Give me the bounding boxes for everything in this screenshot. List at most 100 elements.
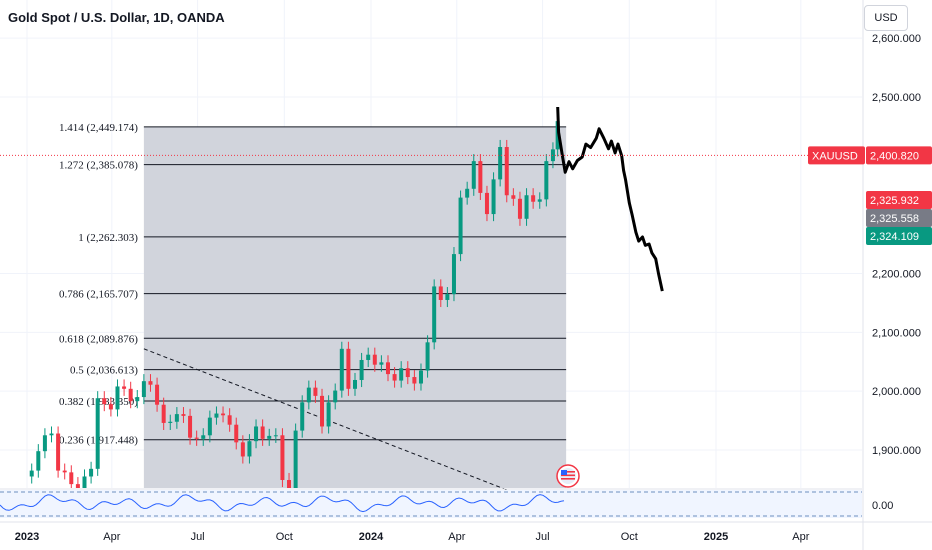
candle [207, 410, 212, 443]
candle [115, 379, 120, 417]
candle [102, 391, 107, 412]
fib-level-label: 1.272 (2,385.078) [59, 160, 138, 172]
candle [412, 369, 417, 391]
time-tick-label: Jul [536, 531, 550, 543]
svg-text:XAUUSD: XAUUSD [812, 150, 858, 162]
candle [260, 419, 265, 446]
candle [445, 287, 450, 308]
time-tick-label: Apr [448, 531, 465, 543]
candle [405, 361, 410, 385]
svg-text:2,325.558: 2,325.558 [870, 213, 919, 225]
candle [300, 395, 305, 438]
rsi-background [0, 490, 862, 518]
price-tick-label: 2,200.000 [872, 269, 921, 281]
candle [135, 389, 140, 409]
candle [498, 139, 503, 187]
rsi-panel: 0.00 [0, 488, 893, 518]
candle [379, 355, 384, 372]
price-badge: 2,325.558 [866, 209, 932, 227]
candle [531, 188, 536, 209]
candle [458, 190, 463, 262]
candle [108, 397, 113, 417]
candle [537, 192, 542, 209]
us-flag-event-icon[interactable] [556, 464, 580, 488]
price-tick-label: 2,600.000 [872, 33, 921, 45]
candle [267, 428, 272, 446]
currency-button[interactable]: USD [864, 5, 908, 31]
candle [69, 465, 74, 488]
candle [465, 181, 470, 205]
candle [56, 426, 61, 478]
candle [254, 419, 259, 449]
candle [484, 185, 489, 222]
candle [491, 172, 496, 222]
time-tick-label: Apr [792, 531, 809, 543]
fib-level-label: 1.414 (2,449.174) [59, 122, 138, 134]
candle [273, 428, 278, 443]
projection-line[interactable] [556, 106, 664, 292]
price-tick-label: 1,900.000 [872, 445, 921, 457]
candle [42, 428, 47, 459]
candle [524, 188, 529, 226]
time-tick-label: 2023 [15, 531, 39, 543]
candle [346, 341, 351, 396]
candle [181, 407, 186, 423]
candle [399, 361, 404, 388]
candle [201, 428, 206, 446]
candle [75, 477, 80, 488]
candle [148, 374, 153, 392]
candle [168, 414, 173, 430]
candle [306, 380, 311, 410]
dashed-trendline[interactable] [143, 348, 552, 508]
candle [359, 352, 364, 388]
candle [188, 408, 193, 445]
rsi-line [0, 494, 565, 513]
candle [82, 469, 87, 488]
candle [141, 374, 146, 405]
price-tick-label: 2,100.000 [872, 327, 921, 339]
price-tick-label: 2,500.000 [872, 92, 921, 104]
candle [194, 430, 199, 446]
candle [293, 423, 298, 488]
candle [221, 406, 226, 423]
candle [438, 279, 443, 308]
time-tick-label: 2024 [359, 531, 384, 543]
candle [517, 191, 522, 226]
time-tick-label: Jul [191, 531, 205, 543]
candle [471, 154, 476, 196]
candle [155, 377, 160, 412]
candle [326, 395, 331, 434]
candle [392, 367, 397, 388]
candle [511, 188, 516, 206]
price-badge: 2,325.932 [866, 191, 932, 209]
fib-level-label: 0.786 (2,165.707) [59, 289, 138, 301]
time-tick-label: Apr [103, 531, 120, 543]
candle [161, 397, 166, 430]
candle [333, 383, 338, 410]
fibonacci-retracement[interactable]: 1.414 (2,449.174) 1.272 (2,385.078) 1 (2,2… [59, 122, 567, 510]
last-price-badge: XAUUSD 2,400.820 [808, 146, 932, 165]
projection-path[interactable] [556, 106, 664, 292]
candle [122, 379, 127, 396]
candle [339, 341, 344, 398]
candle [320, 388, 325, 434]
time-tick-label: Oct [621, 531, 638, 543]
fib-level-label: 0.5 (2,036.613) [70, 365, 138, 377]
candle [214, 406, 219, 425]
candle [174, 407, 179, 429]
candle [227, 408, 232, 432]
rsi-tick-label: 0.00 [872, 500, 893, 512]
svg-text:2,324.109: 2,324.109 [870, 231, 919, 243]
trendline[interactable] [143, 348, 552, 508]
candle [95, 391, 100, 476]
candle [425, 335, 430, 378]
time-tick-label: Oct [276, 531, 293, 543]
price-axis[interactable]: 2,600.000 2,500.000 2,200.000 2,100.000 2,00… [872, 33, 921, 457]
candle [353, 372, 358, 396]
fib-level-label: 0.618 (2,089.876) [59, 333, 138, 345]
candle [247, 434, 252, 464]
candle [36, 444, 41, 478]
time-tick-label: 2025 [704, 531, 728, 543]
